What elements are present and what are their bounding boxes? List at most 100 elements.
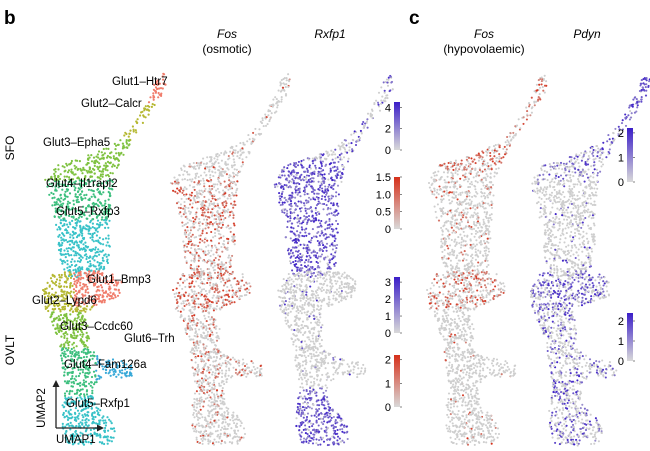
ovlt-cluster-point xyxy=(98,289,101,292)
sfo-rxfp1-point xyxy=(286,226,289,229)
sfo-fos-hypo-point xyxy=(543,91,546,94)
sfo-fos-osmotic-point xyxy=(221,221,224,224)
sfo-fos-osmotic-point xyxy=(193,253,196,256)
ovlt-cluster-point xyxy=(89,384,92,387)
sfo-fos-osmotic-point xyxy=(218,165,221,168)
sfo-fos-hypo-point xyxy=(477,159,480,162)
sfo-fos-osmotic-point xyxy=(201,200,204,203)
sfo-pdyn-point xyxy=(614,127,617,130)
sfo-cluster-point xyxy=(93,254,97,257)
sfo-fos-osmotic-point xyxy=(208,170,211,173)
ovlt-cluster-point xyxy=(87,337,91,340)
sfo-fos-osmotic-point xyxy=(205,162,208,166)
sfo-rxfp1-point xyxy=(299,175,302,178)
ovlt-cluster-point xyxy=(87,291,90,294)
sfo-rxfp1-point xyxy=(328,223,331,226)
sfo-rxfp1-point xyxy=(326,227,329,230)
sfo-fos-osmotic-point xyxy=(188,178,192,181)
sfo-rxfp1-point xyxy=(283,166,286,169)
sfo-fos-osmotic-point xyxy=(213,244,217,247)
ovlt-cluster-point xyxy=(82,341,85,344)
sfo-cluster-point xyxy=(89,221,92,224)
sfo-fos-osmotic-point xyxy=(194,172,197,176)
ovlt-cluster-point xyxy=(72,277,76,281)
sfo-cluster-point xyxy=(89,249,93,253)
sfo-rxfp1-point xyxy=(314,164,317,167)
sfo-rxfp1-point xyxy=(289,204,292,207)
sfo-rxfp1-point xyxy=(332,161,335,164)
sfo-cluster-point xyxy=(86,267,89,270)
sfo-fos-hypo-point xyxy=(440,200,443,204)
ovlt-cluster-point xyxy=(67,355,70,358)
sfo-rxfp1-point xyxy=(314,208,317,212)
sfo-cluster-point xyxy=(65,175,69,178)
sfo-fos-osmotic-point xyxy=(219,212,222,215)
sfo-fos-osmotic-point xyxy=(280,100,283,103)
ovlt-cluster-point xyxy=(51,287,54,290)
sfo-rxfp1-point xyxy=(305,259,308,262)
sfo-fos-hypo-point xyxy=(461,201,464,204)
sfo-cluster-point xyxy=(87,157,90,160)
sfo-fos-osmotic-point xyxy=(222,189,225,192)
sfo-fos-hypo-point xyxy=(458,274,461,277)
sfo-rxfp1-point xyxy=(330,243,333,246)
ovlt-cluster-point xyxy=(99,419,102,422)
ovlt-cluster-point xyxy=(74,429,77,433)
sfo-fos-hypo-point xyxy=(469,216,472,219)
sfo-rxfp1-point xyxy=(316,157,319,160)
ovlt-cluster-point xyxy=(78,412,81,415)
sfo-fos-osmotic-point xyxy=(189,229,192,232)
sfo-fos-osmotic-point xyxy=(229,150,232,153)
sfo-rxfp1-point xyxy=(333,165,336,168)
sfo-rxfp1-point xyxy=(294,177,297,180)
sfo-rxfp1-point xyxy=(386,94,389,97)
sfo-cluster-point xyxy=(118,153,121,156)
sfo-rxfp1-point xyxy=(322,234,325,237)
sfo-fos-osmotic-point xyxy=(232,216,235,219)
sfo-rxfp1-point xyxy=(286,167,289,170)
sfo-cluster-point xyxy=(116,164,120,167)
sfo-cluster-point xyxy=(80,247,83,250)
sfo-rxfp1-point xyxy=(325,236,329,239)
sfo-fos-osmotic-point xyxy=(227,168,230,171)
sfo-rxfp1-point xyxy=(306,192,309,195)
sfo-fos-hypo-point xyxy=(454,171,457,175)
sfo-pdyn-point xyxy=(566,261,569,264)
ovlt-cluster-point xyxy=(108,439,111,442)
sfo-fos-osmotic-point xyxy=(222,204,225,207)
sfo-cluster-point xyxy=(63,193,66,196)
ovlt-cluster-point xyxy=(117,373,120,376)
sfo-cluster-point xyxy=(97,223,100,226)
sfo-fos-hypo-point xyxy=(448,233,451,236)
sfo-cluster-point xyxy=(53,172,56,175)
sfo-fos-osmotic-point xyxy=(231,254,234,257)
sfo-rxfp1-point xyxy=(318,167,321,170)
ovlt-cluster-point xyxy=(125,371,128,375)
sfo-rxfp1-point xyxy=(308,240,311,243)
sfo-fos-osmotic-point xyxy=(224,267,227,270)
sfo-rxfp1-point xyxy=(310,209,313,212)
sfo-rxfp1-point xyxy=(303,215,306,218)
sfo-fos-osmotic-point xyxy=(241,158,244,161)
sfo-rxfp1-point xyxy=(296,268,299,271)
sfo-fos-hypo-point xyxy=(480,158,483,161)
sfo-fos-osmotic-point xyxy=(217,266,220,269)
sfo-fos-osmotic-point xyxy=(232,233,235,236)
ovlt-cluster-point xyxy=(70,347,73,351)
sfo-pdyn-point xyxy=(556,267,559,271)
sfo-fos-hypo-point xyxy=(538,97,541,100)
sfo-cluster-point xyxy=(153,103,156,107)
sfo-fos-hypo-point xyxy=(471,160,474,163)
ovlt-cluster-point xyxy=(83,381,86,384)
sfo-cluster-point xyxy=(56,210,59,213)
sfo-rxfp1-point xyxy=(292,179,295,182)
sfo-fos-osmotic-point xyxy=(264,124,268,127)
sfo-cluster-point xyxy=(92,193,95,196)
sfo-cluster-point xyxy=(85,209,88,212)
sfo-fos-osmotic-point xyxy=(222,239,226,243)
sfo-cluster-point xyxy=(100,250,103,253)
sfo-rxfp1-point xyxy=(322,182,326,185)
ovlt-cluster-point xyxy=(87,372,90,375)
sfo-cluster-point xyxy=(72,250,75,253)
sfo-fos-osmotic-point xyxy=(233,224,236,227)
